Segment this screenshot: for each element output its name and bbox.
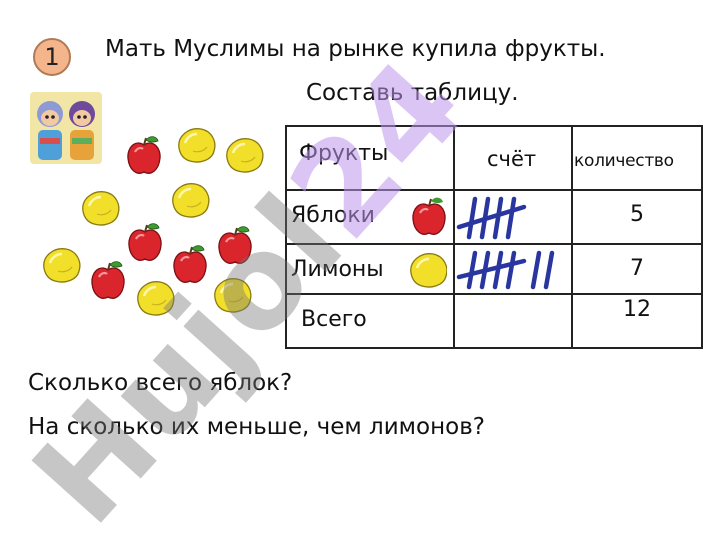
tally-marks-apples — [456, 196, 527, 240]
apple-icon — [90, 260, 126, 300]
count-cell: 7 — [571, 243, 703, 295]
tally-cell-empty — [453, 293, 573, 349]
row-label-total: Всего — [301, 307, 367, 332]
count-cell: 12 — [571, 293, 703, 349]
question-1: Сколько всего яблок? — [28, 370, 293, 396]
task-subtitle: Составь таблицу. — [306, 80, 519, 106]
table-row: Всего 12 — [285, 293, 703, 349]
count-apples: 5 — [630, 202, 644, 227]
children-illustration — [30, 92, 102, 164]
tally-mark — [530, 250, 542, 290]
count-lemons: 7 — [630, 256, 644, 281]
row-label-cell: Лимоны — [285, 243, 455, 295]
tally-cell — [453, 243, 573, 295]
header-quantity-cell: количество — [571, 125, 703, 191]
header-count-cell: счёт — [453, 125, 573, 191]
tally-marks-lemons — [456, 250, 555, 290]
table-row: Яблоки 5 — [285, 189, 703, 245]
apple-icon — [172, 244, 208, 284]
header-fruits-cell: Фрукты — [285, 125, 455, 191]
lemon-icon — [410, 253, 447, 288]
tally-mark — [505, 250, 517, 290]
tally-strike — [456, 204, 527, 230]
header-tally: счёт — [487, 147, 537, 171]
lemon-icon — [213, 277, 253, 314]
tally-mark — [543, 250, 555, 290]
row-label-cell: Яблоки — [285, 189, 455, 245]
count-total: 12 — [623, 297, 651, 322]
tally-mark — [505, 196, 517, 240]
row-label-cell: Всего — [285, 293, 455, 349]
tally-mark — [492, 250, 504, 290]
task-title: Мать Муслимы на рынке купила фрукты. — [105, 36, 606, 62]
header-quantity: количество — [574, 151, 674, 171]
lemon-icon — [81, 190, 121, 227]
fruits-group — [42, 127, 265, 317]
apple-icon — [126, 135, 162, 175]
lemon-icon — [225, 137, 265, 174]
table-row: Лимоны 7 — [285, 243, 703, 295]
task-number-badge: 1 — [33, 38, 71, 76]
count-cell: 5 — [571, 189, 703, 245]
row-label-apples: Яблоки — [291, 203, 375, 228]
tally-mark — [466, 196, 478, 240]
tally-cell — [453, 189, 573, 245]
header-fruits: Фрукты — [299, 141, 389, 166]
row-label-lemons: Лимоны — [291, 257, 384, 282]
lemon-icon — [171, 182, 211, 219]
lemon-icon — [136, 280, 176, 317]
task-number: 1 — [44, 43, 60, 71]
tally-mark — [466, 250, 478, 290]
apple-icon — [127, 222, 163, 262]
fruit-table: Фрукты счёт количество Яблоки 5 Лимоны — [285, 125, 703, 349]
apple-icon — [217, 225, 253, 265]
tally-mark — [492, 196, 504, 240]
lemon-icon — [42, 247, 82, 284]
question-2: На сколько их меньше, чем лимонов? — [28, 414, 485, 440]
apple-icon — [412, 197, 446, 235]
lemon-icon — [177, 127, 217, 164]
tally-strike — [456, 258, 527, 280]
